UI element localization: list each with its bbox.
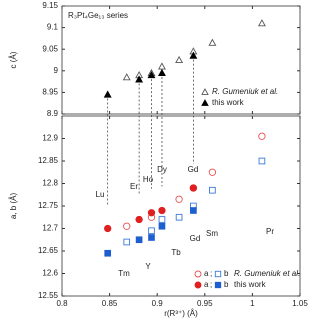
element-label: Dy — [157, 165, 167, 174]
y-tick-label: 12.75 — [38, 201, 59, 210]
marker — [257, 19, 266, 27]
marker — [103, 90, 112, 98]
marker — [175, 55, 184, 64]
marker — [147, 209, 156, 217]
marker — [175, 195, 183, 203]
element-label: Tb — [171, 248, 181, 257]
x-tick-label: 0.9 — [152, 299, 164, 308]
marker — [158, 206, 166, 215]
y-tick-label: 12.7 — [42, 224, 58, 233]
x-tick-label: 1.05 — [292, 299, 308, 308]
plot-frame — [61, 5, 301, 115]
marker — [208, 38, 217, 46]
y-tick-label: 9.15 — [42, 1, 58, 10]
marker — [194, 270, 202, 278]
y-tick-label: 8.95 — [42, 88, 58, 97]
element-label: Er — [130, 182, 138, 191]
marker — [194, 281, 202, 289]
marker — [158, 216, 166, 223]
element-label: Pr — [266, 227, 274, 236]
y-tick-label: 9.1 — [47, 23, 59, 32]
marker — [214, 281, 222, 289]
y-tick-label: 12.55 — [38, 291, 59, 300]
marker — [258, 157, 266, 165]
y-tick-label: 9.05 — [42, 44, 58, 53]
y-tick-label: 12.85 — [38, 156, 59, 165]
x-tick-label: 0.95 — [197, 299, 213, 308]
element-label: Sm — [206, 229, 218, 238]
marker — [135, 236, 143, 244]
marker — [148, 227, 155, 235]
chart-title: R₃Pt₄Ge₁₃ series — [68, 11, 128, 20]
marker — [158, 222, 166, 230]
marker — [258, 132, 266, 140]
marker — [157, 68, 166, 76]
marker — [189, 51, 198, 59]
legend-label: b — [224, 280, 229, 289]
marker — [104, 249, 112, 257]
legend-label: a — [204, 269, 209, 278]
marker — [147, 70, 156, 79]
y-tick-label: 12.6 — [42, 269, 58, 278]
marker — [175, 213, 183, 221]
marker — [209, 186, 216, 194]
x-tick-label: 0.8 — [56, 299, 68, 308]
element-label: Y — [145, 262, 151, 271]
marker — [190, 207, 197, 214]
marker — [123, 222, 131, 230]
legend-label: this work — [212, 98, 245, 107]
y-tick-label: 12.9 — [42, 134, 58, 143]
legend-separator: ; — [210, 280, 212, 289]
y-tick-label: 9 — [54, 66, 59, 75]
marker — [135, 75, 144, 83]
element-label: Gd — [190, 234, 201, 243]
legend-label: R. Gumeniuk et al. — [212, 87, 278, 96]
element-label: Gd — [188, 165, 199, 174]
marker — [148, 234, 155, 241]
marker — [135, 215, 143, 224]
x-tick-label: 0.85 — [102, 299, 118, 308]
legend-label: this work — [234, 280, 267, 289]
y-axis-label: a, b (Å) — [9, 193, 18, 220]
marker — [208, 168, 217, 176]
x-axis-label: r(R³⁺) (Å) — [164, 309, 198, 318]
marker — [189, 184, 198, 192]
element-label: Lu — [96, 190, 105, 199]
marker — [214, 270, 222, 278]
marker — [123, 238, 131, 246]
element-label: Tm — [118, 269, 130, 278]
marker — [201, 88, 209, 95]
marker — [122, 73, 131, 81]
y-tick-label: 8.9 — [47, 109, 59, 118]
marker — [201, 99, 209, 106]
y-axis-label: c (Å) — [9, 51, 18, 68]
element-label: Ho — [143, 175, 154, 184]
x-tick-label: 1 — [250, 299, 255, 308]
y-tick-label: 12.65 — [38, 246, 59, 255]
marker — [104, 224, 112, 233]
marker — [157, 62, 166, 70]
legend-label: a — [204, 280, 209, 289]
legend-label: b — [224, 269, 229, 278]
legend-separator: ; — [210, 269, 212, 278]
legend-label: R. Gumeniuk et al. — [234, 269, 300, 278]
y-tick-label: 12.8 — [42, 179, 58, 188]
